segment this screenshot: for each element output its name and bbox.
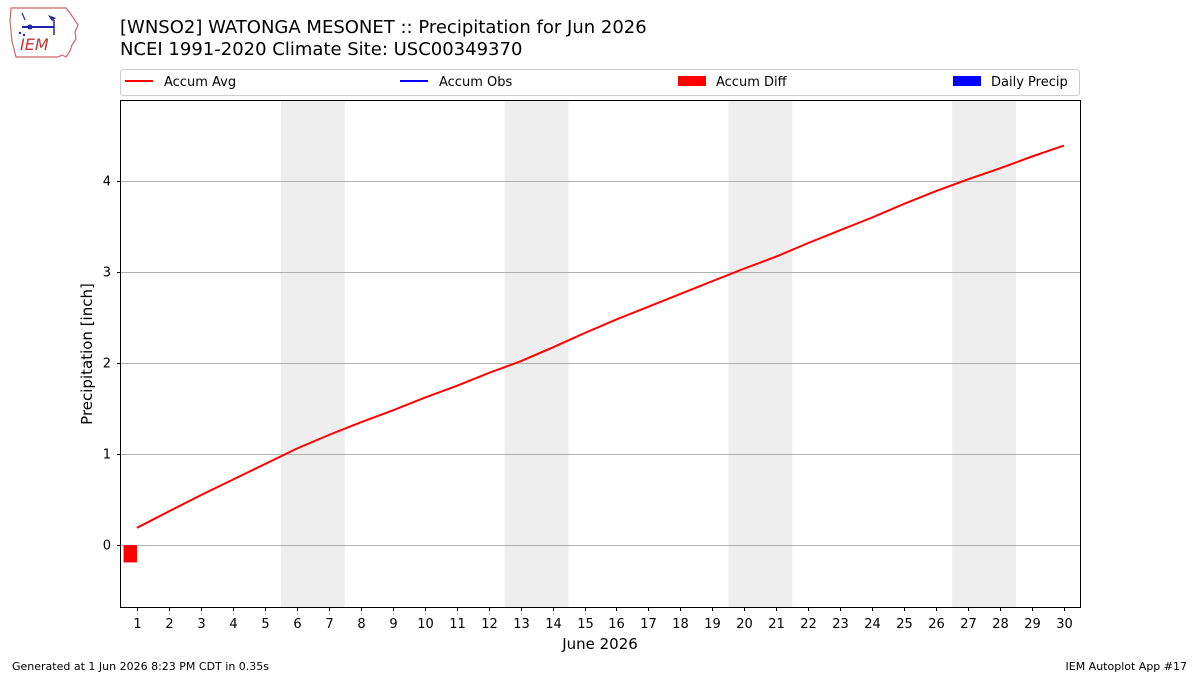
x-tick-label: 24 — [864, 617, 881, 632]
chart-subtitle: NCEI 1991-2020 Climate Site: USC00349370 — [120, 39, 523, 60]
series-layer — [123, 144, 1065, 563]
y-tick-label: 4 — [103, 175, 111, 190]
chart-title: [WNSO2] WATONGA MESONET :: Precipitation… — [120, 17, 647, 38]
weekend-shading — [280, 101, 1017, 607]
weekend-shade — [728, 101, 793, 607]
y-tick-label: 1 — [103, 448, 111, 463]
x-tick-label: 10 — [417, 617, 434, 632]
x-tick-label: 15 — [577, 617, 594, 632]
x-tick-label: 21 — [768, 617, 785, 632]
x-tick-label: 9 — [389, 617, 397, 632]
legend-label: Accum Avg — [164, 75, 236, 90]
x-tick-label: 18 — [672, 617, 689, 632]
y-tick-label: 3 — [103, 266, 111, 281]
x-tick-label: 14 — [545, 617, 562, 632]
weekend-shade — [952, 101, 1017, 607]
legend-label: Accum Diff — [716, 75, 788, 90]
generated-timestamp: Generated at 1 Jun 2026 8:23 PM CDT in 0… — [12, 660, 270, 673]
x-tick-label: 23 — [832, 617, 849, 632]
bar-accum-diff — [123, 545, 137, 563]
x-tick-label: 6 — [293, 617, 301, 632]
autoplot-app-label: IEM Autoplot App #17 — [1065, 660, 1188, 673]
x-tick-label: 22 — [800, 617, 817, 632]
y-tick-label: 0 — [103, 539, 111, 554]
series-line-accum-avg — [136, 144, 1065, 529]
legend-swatch — [953, 76, 981, 86]
x-tick-label: 25 — [896, 617, 913, 632]
x-tick-label: 30 — [1056, 617, 1073, 632]
y-axis-ticks: 0 1 2 3 4 — [103, 175, 121, 554]
x-tick-label: 12 — [481, 617, 498, 632]
y-tick-label: 2 — [103, 357, 111, 372]
legend: Accum Avg Accum Obs Accum Diff Daily Precip — [120, 69, 1080, 96]
iem-logo: IEM — [8, 5, 80, 59]
x-tick-label: 16 — [608, 617, 625, 632]
x-tick-label: 13 — [513, 617, 530, 632]
x-axis-ticks: 1 2 3 4 5 6 7 8 9 10 11 12 13 14 15 16 17 18 19 20 21 22 23 24 2… — [133, 607, 1073, 632]
x-tick-label: 11 — [449, 617, 466, 632]
weekend-shade — [280, 101, 345, 607]
x-tick-label: 17 — [640, 617, 657, 632]
legend-label: Accum Obs — [439, 75, 512, 90]
x-tick-label: 2 — [165, 617, 173, 632]
x-tick-label: 27 — [960, 617, 977, 632]
x-tick-label: 26 — [928, 617, 945, 632]
x-tick-label: 3 — [197, 617, 205, 632]
legend-label: Daily Precip — [991, 75, 1068, 90]
x-tick-label: 4 — [229, 617, 237, 632]
x-tick-label: 7 — [325, 617, 333, 632]
y-gridlines — [121, 181, 1080, 546]
x-axis-label: June 2026 — [561, 635, 638, 653]
svg-text:IEM: IEM — [20, 35, 49, 54]
plot-area-frame — [120, 100, 1081, 608]
y-axis-label: Precipitation [inch] — [78, 283, 96, 425]
x-tick-label: 20 — [736, 617, 753, 632]
x-tick-label: 1 — [133, 617, 141, 632]
x-tick-label: 5 — [261, 617, 269, 632]
legend-box — [120, 69, 1080, 96]
x-tick-label: 8 — [357, 617, 365, 632]
iem-iowa-logo-icon: IEM — [9, 7, 79, 58]
x-tick-label: 29 — [1024, 617, 1041, 632]
x-tick-label: 19 — [704, 617, 721, 632]
legend-swatch — [678, 76, 706, 86]
x-tick-label: 28 — [992, 617, 1009, 632]
